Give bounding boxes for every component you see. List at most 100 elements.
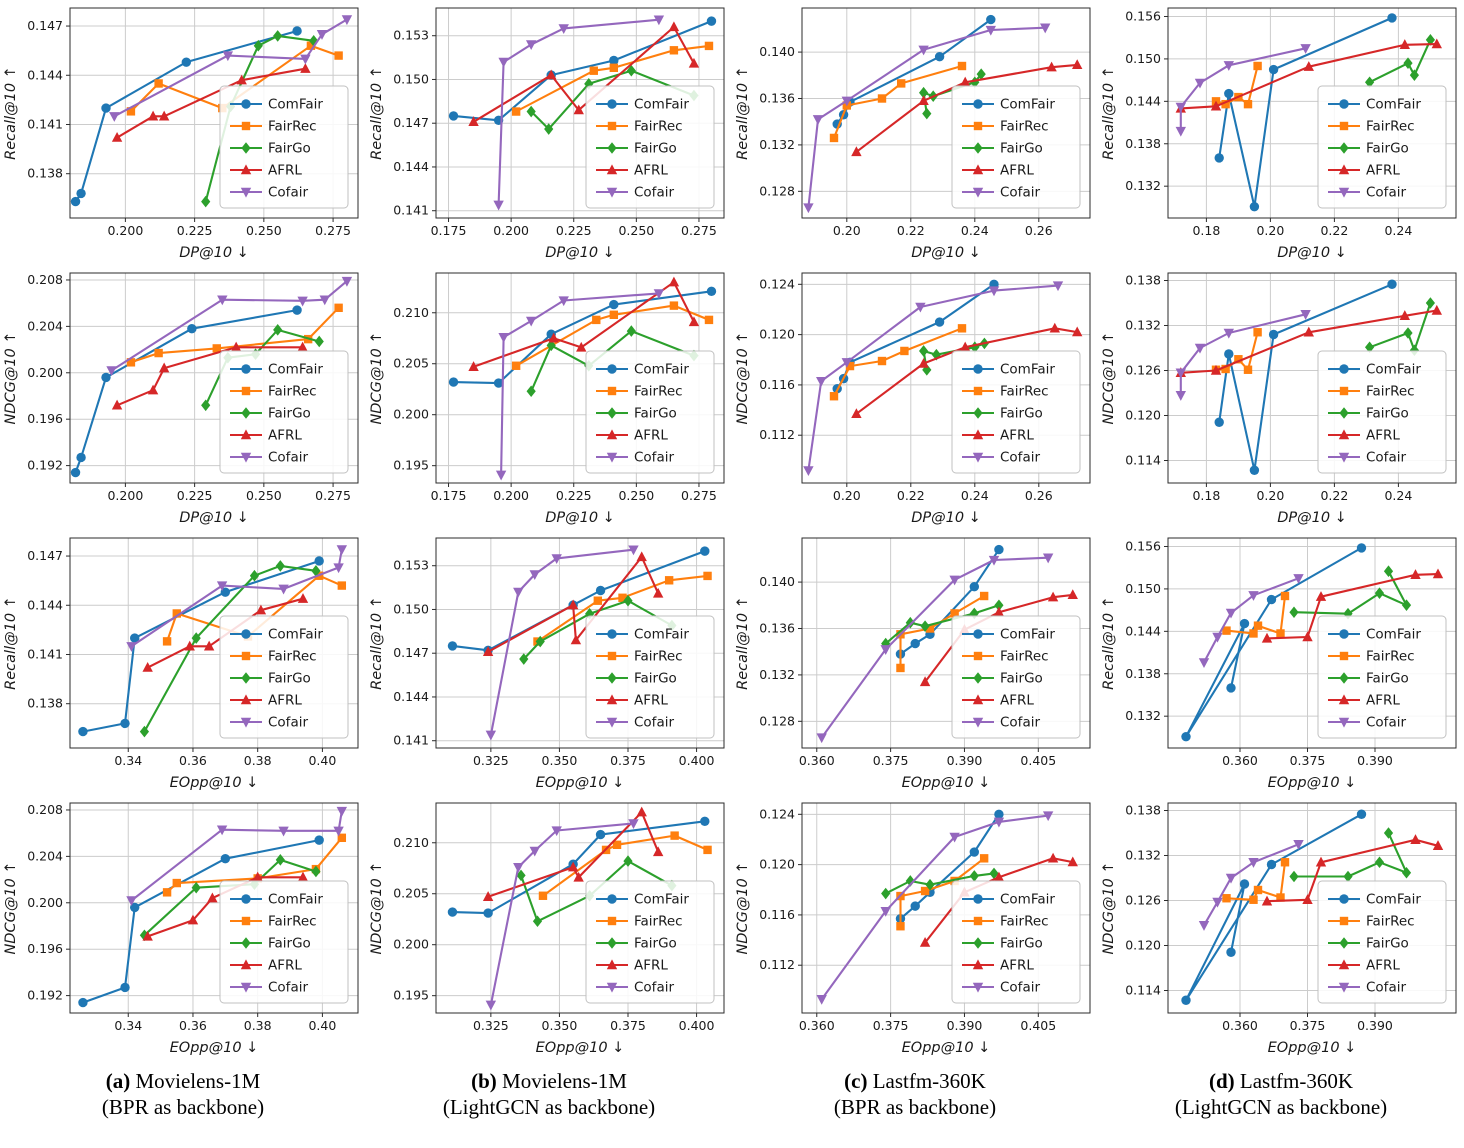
series-FairGo: [881, 867, 999, 900]
data-point-Cofair: [126, 642, 137, 652]
data-point-FairRec: [900, 346, 909, 356]
data-point-FairRec: [669, 46, 679, 55]
legend-item-FairRec: FairRec: [1328, 384, 1415, 400]
data-point-AFRL: [573, 104, 584, 115]
svg-text:ComFair: ComFair: [268, 97, 323, 113]
axes-frame: [1167, 7, 1457, 219]
axes-frame: [69, 272, 359, 484]
series-FairRec: [829, 61, 967, 143]
data-point-Cofair: [653, 289, 665, 299]
data-point-Cofair: [1194, 78, 1206, 89]
svg-text:0.116: 0.116: [759, 377, 795, 392]
data-point-AFRL: [158, 110, 170, 121]
data-point-AFRL: [1067, 589, 1078, 600]
legend-item-FairRec: FairRec: [1328, 649, 1415, 665]
data-point-Cofair: [485, 730, 497, 741]
legend-marker-FairRec: [607, 121, 617, 131]
svg-text:Cofair: Cofair: [268, 715, 308, 731]
svg-text:0.128: 0.128: [759, 183, 795, 198]
legend-marker-AFRL: [972, 694, 984, 705]
legend-item-AFRL: AFRL: [230, 958, 302, 974]
data-point-FairRec: [664, 576, 674, 585]
svg-text:FairGo: FairGo: [1366, 406, 1409, 422]
legend-frame: [1317, 615, 1447, 739]
series-AFRL: [919, 589, 1078, 687]
data-point-Cofair: [1052, 281, 1064, 292]
svg-text:0.124: 0.124: [759, 276, 795, 291]
data-point-FairGo: [1409, 69, 1419, 81]
data-point-Cofair: [217, 295, 228, 306]
legend-item-Cofair: Cofair: [596, 980, 674, 996]
legend-frame: [219, 85, 349, 209]
data-point-FairRec: [1243, 365, 1253, 374]
svg-text:0.195: 0.195: [393, 988, 429, 1003]
data-point-FairRec: [1249, 895, 1258, 904]
svg-text:0.275: 0.275: [315, 488, 351, 503]
legend-item-ComFair: ComFair: [1328, 97, 1421, 113]
x-axis-label: DP@10 ↓: [911, 510, 981, 526]
svg-text:0.250: 0.250: [618, 223, 654, 238]
series-AFRL: [851, 322, 1083, 419]
data-point-ComFair: [181, 57, 192, 67]
data-point-Cofair: [1248, 591, 1259, 601]
data-point-Cofair: [949, 575, 960, 586]
svg-text:0.360: 0.360: [1222, 753, 1258, 768]
svg-text:0.38: 0.38: [244, 1018, 272, 1033]
svg-text:0.144: 0.144: [393, 689, 429, 704]
y-axis-label: NDCG@10 ↑: [3, 861, 19, 954]
data-point-AFRL: [636, 806, 647, 817]
data-point-Cofair: [803, 203, 814, 214]
legend-marker-ComFair: [1339, 894, 1349, 904]
x-axis-label: DP@10 ↓: [179, 245, 249, 261]
data-point-ComFair: [292, 305, 302, 315]
data-point-FairGo: [273, 30, 283, 42]
svg-text:0.192: 0.192: [27, 988, 63, 1003]
data-point-FairRec: [703, 571, 712, 581]
legend-marker-Cofair: [240, 452, 252, 463]
svg-text:0.138: 0.138: [1125, 273, 1161, 288]
data-point-ComFair: [76, 452, 86, 463]
svg-text:0.375: 0.375: [873, 753, 909, 768]
data-point-Cofair: [525, 316, 537, 327]
svg-text:0.375: 0.375: [1290, 1018, 1326, 1033]
data-point-ComFair: [706, 16, 717, 26]
data-point-ComFair: [220, 853, 231, 864]
svg-text:0.350: 0.350: [542, 753, 578, 768]
caption-a-dataset: Movielens-1M: [135, 1069, 261, 1093]
series-AFRL: [468, 276, 700, 371]
data-point-AFRL: [652, 846, 664, 857]
data-point-ComFair: [969, 582, 980, 592]
svg-text:FairGo: FairGo: [1000, 936, 1043, 952]
data-point-AFRL: [1399, 310, 1410, 320]
legend-item-FairGo: FairGo: [596, 406, 677, 422]
legend-marker-AFRL: [1338, 429, 1350, 440]
y-axis-label: Recall@10 ↑: [735, 66, 751, 160]
svg-text:0.150: 0.150: [393, 71, 429, 86]
data-point-FairRec: [593, 596, 603, 605]
series-Cofair: [816, 553, 1054, 744]
data-point-Cofair: [915, 302, 926, 313]
legend: ComFair FairRec FairGo AFRL Cofair: [951, 350, 1081, 474]
legend-item-Cofair: Cofair: [230, 980, 308, 996]
x-axis-label: DP@10 ↓: [545, 510, 615, 526]
svg-text:ComFair: ComFair: [268, 892, 323, 908]
data-point-AFRL: [1072, 326, 1083, 337]
y-axis-label: NDCG@10 ↑: [369, 331, 385, 424]
data-point-ComFair: [120, 982, 130, 993]
data-point-Cofair: [558, 24, 569, 35]
data-point-FairGo: [919, 345, 929, 357]
axes-frame: [1167, 537, 1457, 749]
data-point-FairRec: [829, 133, 839, 143]
svg-text:Cofair: Cofair: [268, 980, 308, 996]
legend-item-FairGo: FairGo: [596, 141, 677, 157]
legend-item-FairRec: FairRec: [1328, 119, 1415, 135]
legend-marker-ComFair: [241, 894, 251, 904]
svg-text:0.22: 0.22: [1320, 488, 1348, 503]
data-point-FairGo: [253, 39, 263, 52]
svg-text:0.141: 0.141: [27, 646, 63, 661]
tick-labels: 0.18 0.20 0.22 0.24 0.114 0.120 0.126 0.132 0.13…: [1125, 273, 1412, 504]
data-point-ComFair: [101, 372, 111, 383]
subplot-b-recall-eopp: 0.325 0.350 0.375 0.400 0.141 0.144 0.147 0.150…: [366, 530, 732, 795]
subplot-c-recall-dp: 0.20 0.22 0.24 0.26 0.128 0.132 0.136 0.140 ComF…: [732, 0, 1098, 265]
tick-labels: 0.360 0.375 0.390 0.132 0.138 0.144 0.150 0.156: [1125, 538, 1393, 768]
